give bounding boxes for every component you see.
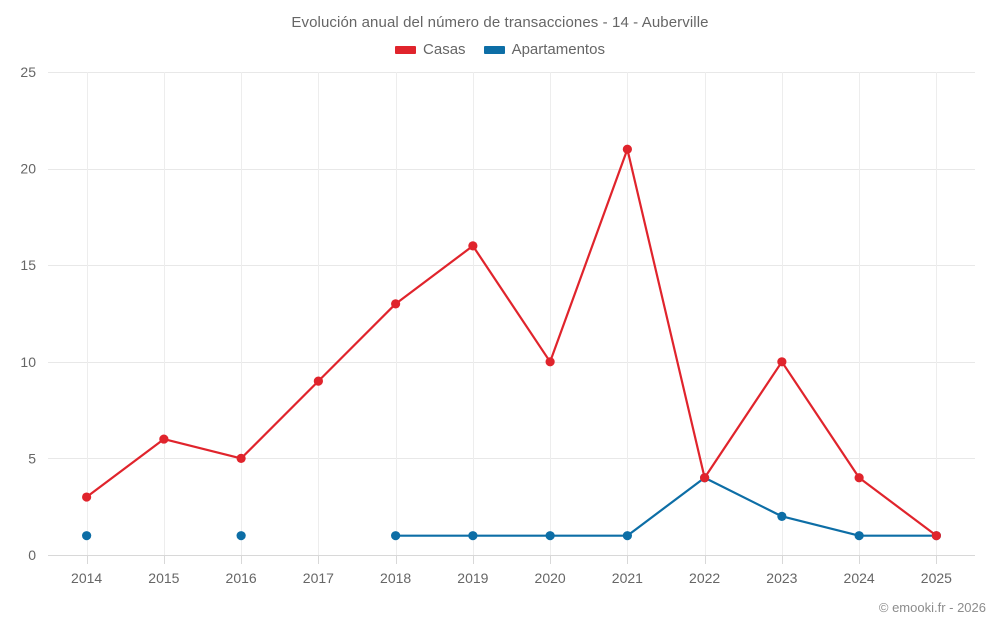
data-point[interactable] [545, 357, 555, 367]
series-casas [82, 144, 941, 541]
horizontal-gridlines [48, 72, 975, 556]
data-point[interactable] [468, 531, 478, 541]
x-tick-label: 2020 [535, 570, 566, 586]
x-tick-label: 2017 [303, 570, 334, 586]
data-point[interactable] [468, 241, 478, 251]
x-tick-label: 2015 [148, 570, 179, 586]
data-point[interactable] [159, 434, 169, 444]
data-point[interactable] [854, 531, 864, 541]
data-point[interactable] [313, 376, 323, 386]
legend-label-apartamentos: Apartamentos [511, 41, 605, 58]
x-tick-label: 2022 [689, 570, 720, 586]
x-tick-label: 2014 [71, 570, 102, 586]
y-tick-label: 0 [28, 547, 36, 563]
data-point[interactable] [236, 531, 246, 541]
data-series [82, 144, 941, 541]
y-tick-label: 5 [28, 450, 36, 466]
chart-title: Evolución anual del número de transaccio… [291, 14, 709, 31]
legend-swatch-casas [395, 45, 417, 54]
legend-swatch-apartamentos [483, 45, 505, 54]
data-point[interactable] [777, 511, 787, 521]
data-point[interactable] [622, 531, 632, 541]
y-tick-label: 25 [20, 64, 36, 80]
x-tick-label: 2018 [380, 570, 411, 586]
data-point[interactable] [700, 473, 710, 483]
data-point[interactable] [391, 299, 401, 309]
y-tick-label: 10 [20, 354, 36, 370]
vertical-gridlines [87, 72, 937, 555]
chart-legend: Casas Apartamentos [0, 41, 1000, 58]
x-tick-label: 2016 [226, 570, 257, 586]
legend-item-apartamentos[interactable]: Apartamentos [483, 41, 605, 58]
x-axis-tick-labels: 2014 2015 2016 2017 2018 2019 2020 2021 2022 2023… [71, 570, 952, 586]
data-point[interactable] [545, 531, 555, 541]
data-point[interactable] [82, 492, 92, 502]
data-point[interactable] [82, 531, 92, 541]
data-point[interactable] [391, 531, 401, 541]
legend-label-casas: Casas [423, 41, 466, 58]
data-point[interactable] [777, 357, 787, 367]
chart-credit: © emooki.fr - 2026 [878, 600, 986, 615]
x-tick-label: 2021 [612, 570, 643, 586]
data-point[interactable] [236, 453, 246, 463]
x-tick-label: 2024 [844, 570, 875, 586]
data-point[interactable] [622, 144, 632, 154]
legend-item-casas[interactable]: Casas [395, 41, 466, 58]
data-point[interactable] [854, 473, 864, 483]
y-tick-label: 20 [20, 161, 36, 177]
x-tick-label: 2019 [457, 570, 488, 586]
series-apartamentos [82, 473, 941, 541]
y-tick-label: 15 [20, 257, 36, 273]
x-tick-label: 2023 [766, 570, 797, 586]
axis-lines [48, 555, 975, 564]
y-axis-tick-labels: 0 5 10 15 20 25 [20, 64, 36, 563]
x-tick-label: 2025 [921, 570, 952, 586]
data-point[interactable] [931, 531, 941, 541]
